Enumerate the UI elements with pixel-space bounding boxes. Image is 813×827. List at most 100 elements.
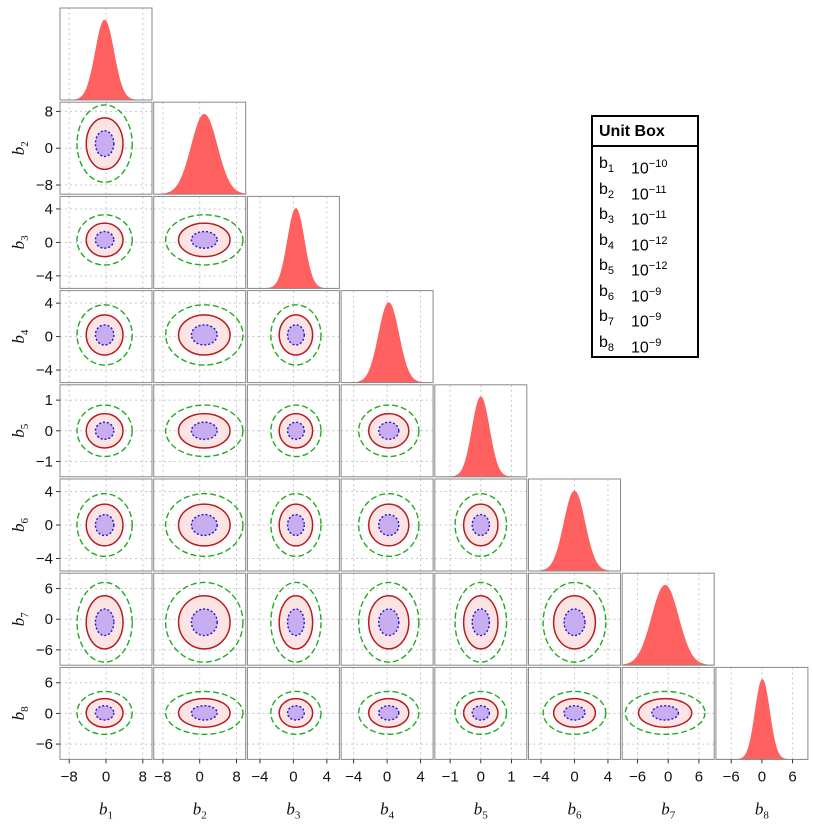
panel-b6-b5 (434, 478, 528, 572)
panel-b6-b3 (246, 478, 340, 572)
contour-1sigma (471, 705, 491, 721)
contour-3sigma (76, 492, 133, 558)
panel-frame (246, 290, 340, 384)
unit-row-b5: b5 10−12 (599, 253, 667, 279)
contour-3sigma (270, 492, 322, 558)
panel-b5-b1 (59, 384, 153, 478)
panel-frame (340, 572, 434, 666)
contour-1sigma (94, 230, 115, 249)
x-tick-label: −4 (345, 768, 362, 785)
panel-b8-b8 (715, 666, 809, 760)
contour-1sigma (94, 608, 115, 637)
histogram-b8 (715, 679, 808, 760)
contour-1sigma (190, 608, 218, 637)
contour-3sigma (164, 690, 244, 736)
contour-3sigma (76, 690, 133, 736)
panel-b7-b2 (153, 572, 247, 666)
contour-1sigma (563, 608, 586, 637)
y-tick-label: 0 (45, 611, 53, 628)
y-tick-label: 1 (45, 392, 53, 409)
contour-3sigma (542, 581, 607, 663)
contour-3sigma (76, 214, 133, 266)
unit-row-param: b7 (599, 308, 615, 329)
contour-1sigma (378, 705, 400, 721)
panel-b4-b3 (246, 290, 340, 384)
x-tick-label: 4 (323, 768, 331, 785)
x-tick-label: 0 (383, 768, 391, 785)
panel-b4-b1 (59, 290, 153, 384)
histogram-b6 (528, 490, 621, 572)
panel-frame (340, 290, 434, 384)
x-tick-label: −8 (61, 768, 78, 785)
contour-3sigma (164, 214, 244, 266)
contour-1sigma (286, 421, 305, 441)
unit-row-value: 10−11 (631, 183, 667, 203)
panel-b4-b2 (153, 290, 247, 384)
panel-b4-b4 (340, 290, 434, 384)
histogram-b2 (153, 113, 246, 195)
panel-b6-b4 (340, 478, 434, 572)
contour-1sigma (190, 230, 218, 249)
x-tick-label: −4 (532, 768, 549, 785)
panel-b5-b4 (340, 384, 434, 478)
contour-1sigma (190, 513, 218, 537)
contour-3sigma (542, 690, 607, 736)
panel-frame (340, 478, 434, 572)
y-tick-label: 4 (45, 484, 53, 501)
panel-frame (153, 572, 247, 666)
contour-3sigma (164, 304, 244, 366)
histogram-b7 (621, 584, 715, 666)
contour-3sigma (357, 581, 420, 663)
contour-1sigma (286, 513, 305, 537)
panel-b3-b2 (153, 195, 247, 289)
contour-3sigma (76, 104, 133, 183)
y-axis-label-b4: b4 (9, 329, 31, 344)
y-tick-label: 0 (45, 329, 53, 346)
contour-3sigma (357, 404, 420, 458)
panel-b8-b5 (434, 666, 528, 760)
y-tick-label: 4 (45, 295, 53, 312)
contour-1sigma (286, 324, 305, 346)
x-tick-label: 0 (570, 768, 578, 785)
contour-3sigma (164, 581, 244, 663)
x-axis-label-b6: b6 (568, 799, 583, 821)
x-axis-label-b4: b4 (380, 799, 395, 821)
panel-frame (153, 101, 247, 195)
contour-1sigma (286, 705, 305, 721)
x-tick-label: 4 (604, 768, 612, 785)
panel-frame (153, 195, 247, 289)
panel-b2-b1 (59, 101, 153, 195)
y-tick-label: 8 (45, 103, 53, 120)
panel-b7-b7 (621, 572, 715, 666)
y-axis-label-b3: b3 (9, 235, 31, 250)
contour-3sigma (270, 581, 322, 663)
y-axis-label-b2: b2 (9, 141, 31, 155)
panel-frame (246, 384, 340, 478)
panel-b7-b3 (246, 572, 340, 666)
contour-3sigma (164, 404, 244, 458)
contour-1sigma (378, 421, 400, 441)
y-axis-label-b7: b7 (9, 612, 31, 627)
unit-row-param: b1 (599, 155, 615, 176)
panel-b5-b5 (434, 384, 528, 478)
unit-row-value: 10−11 (631, 209, 667, 229)
contour-3sigma (270, 690, 322, 736)
panel-frame (153, 384, 247, 478)
x-tick-label: 0 (196, 768, 204, 785)
x-axis-label-b2: b2 (193, 799, 207, 821)
unit-row-value: 10−9 (631, 311, 662, 331)
contour-3sigma (76, 581, 133, 663)
panel-frame (528, 572, 621, 666)
panel-frame (153, 290, 247, 384)
x-tick-label: −8 (154, 768, 171, 785)
panel-frame (528, 478, 621, 572)
contour-1sigma (378, 513, 400, 537)
x-axis-label-b1: b1 (99, 799, 113, 821)
x-tick-label: −4 (251, 768, 268, 785)
panel-b3-b3 (246, 195, 340, 289)
panel-b8-b3 (246, 666, 340, 760)
y-tick-label: −1 (36, 453, 53, 470)
x-axis-label-b7: b7 (661, 799, 676, 821)
contour-1sigma (563, 705, 586, 721)
unit-row-value: 10−9 (631, 285, 662, 305)
